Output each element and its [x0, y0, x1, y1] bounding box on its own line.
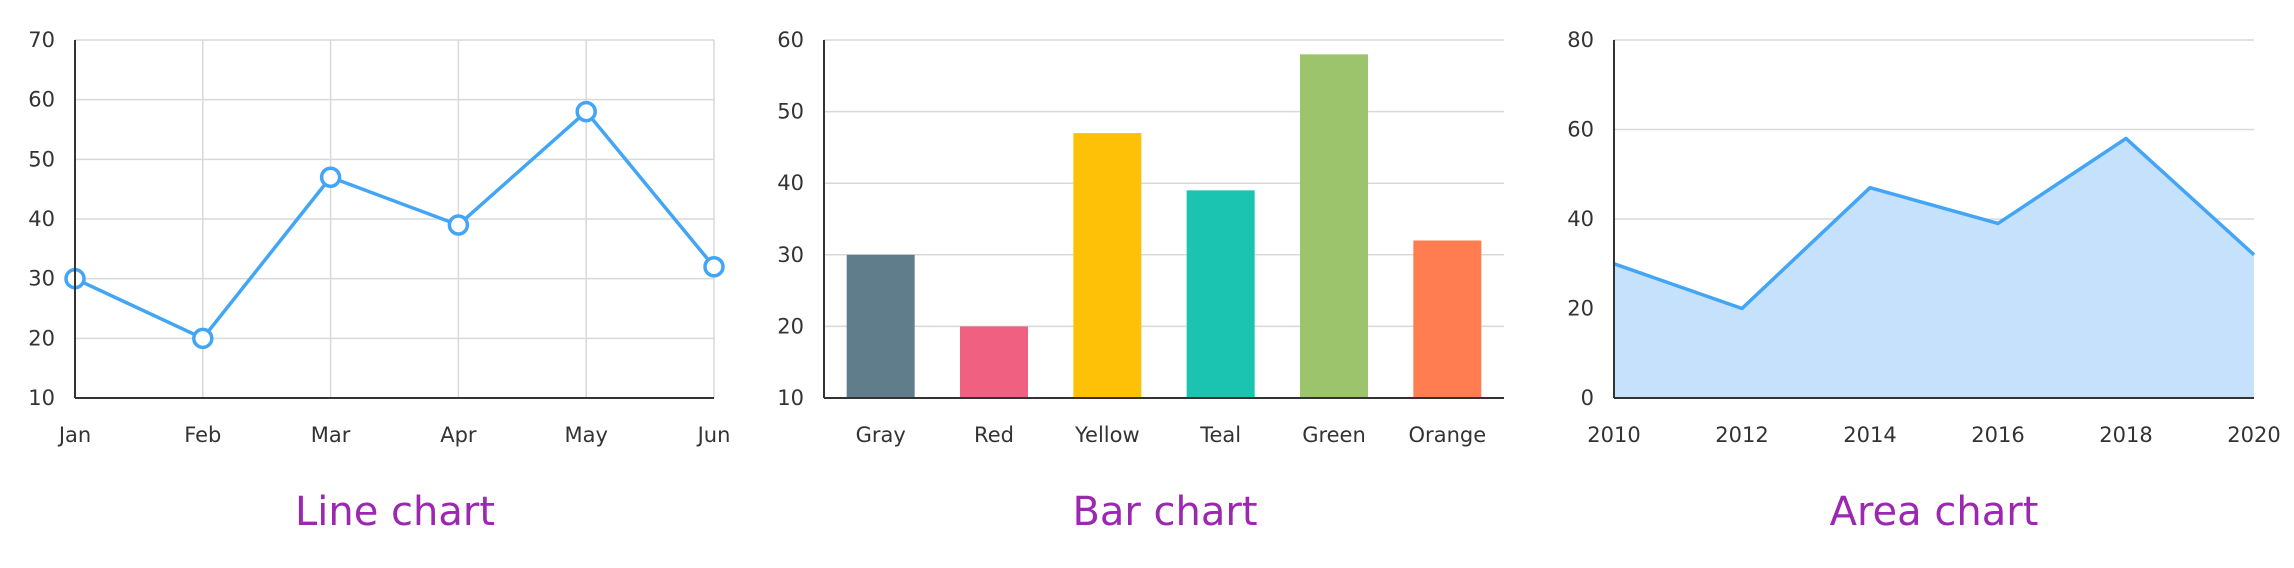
x-tick-label: Mar: [311, 423, 351, 447]
bar-orange: [1413, 240, 1482, 398]
x-tick-label: Red: [974, 423, 1014, 447]
y-tick-label: 10: [777, 386, 804, 410]
bar-yellow: [1073, 133, 1142, 398]
data-point-may: [575, 100, 597, 123]
x-tick-label: 2018: [2099, 423, 2152, 447]
bar-green: [1300, 54, 1368, 398]
y-tick-label: 50: [28, 147, 55, 171]
x-tick-label: 2012: [1715, 423, 1768, 447]
y-tick-label: 40: [777, 171, 804, 195]
y-tick-label: 40: [28, 207, 55, 231]
bar-chart-panel: 10 20 30 40 50 60 Gray Red Yellow Teal Green Orange…: [777, 28, 1504, 535]
x-tick-label: Feb: [184, 423, 221, 447]
x-tick-label: Jun: [696, 423, 731, 447]
area-fill: [1614, 138, 2254, 398]
y-tick-label: 80: [1567, 28, 1594, 52]
y-tick-label: 60: [28, 88, 55, 112]
line-chart-panel: 10 20 30 40 50 60 70 Jan Feb Mar Apr May Jun Line cha…: [28, 28, 730, 535]
x-tick-label: Orange: [1409, 423, 1487, 447]
y-tick-label: 60: [1567, 118, 1594, 142]
x-tick-label: Jan: [57, 423, 91, 447]
y-tick-label: 30: [28, 267, 55, 291]
line-series: [74, 109, 716, 341]
y-tick-label: 10: [28, 386, 55, 410]
y-tick-label: 20: [1567, 297, 1594, 321]
data-point-mar: [319, 166, 342, 188]
bar-gray: [846, 254, 915, 398]
y-tick-label: 20: [777, 314, 804, 338]
x-tick-label: 2020: [2227, 423, 2280, 447]
data-point-jun: [703, 255, 725, 278]
x-tick-label: Apr: [440, 423, 477, 447]
y-tick-label: 70: [28, 28, 55, 52]
bar-teal: [1186, 190, 1255, 398]
chart-caption: Area chart: [1830, 489, 2039, 535]
data-point-feb: [192, 327, 214, 350]
y-tick-label: 60: [777, 28, 804, 52]
x-tick-label: Teal: [1199, 423, 1241, 447]
x-tick-label: Yellow: [1074, 423, 1140, 447]
x-tick-label: May: [564, 423, 607, 447]
y-tick-label: 30: [777, 243, 804, 267]
x-tick-label: Gray: [856, 423, 906, 447]
bar-red: [960, 326, 1028, 398]
y-tick-label: 20: [28, 326, 55, 350]
x-tick-label: 2016: [1971, 423, 2024, 447]
y-tick-label: 0: [1581, 386, 1594, 410]
chart-caption: Bar chart: [1072, 489, 1257, 535]
area-chart-panel: 0 20 40 60 80 2010 2012 2014 2016 2018 2020 Area ch…: [1567, 28, 2280, 535]
data-point-apr: [447, 214, 470, 236]
area-series-line: [1613, 136, 2256, 311]
x-tick-label: 2010: [1587, 423, 1640, 447]
chart-caption: Line chart: [295, 489, 495, 535]
y-tick-label: 50: [777, 100, 804, 124]
x-tick-label: Green: [1302, 423, 1366, 447]
y-tick-label: 40: [1567, 207, 1594, 231]
x-tick-label: 2014: [1843, 423, 1896, 447]
